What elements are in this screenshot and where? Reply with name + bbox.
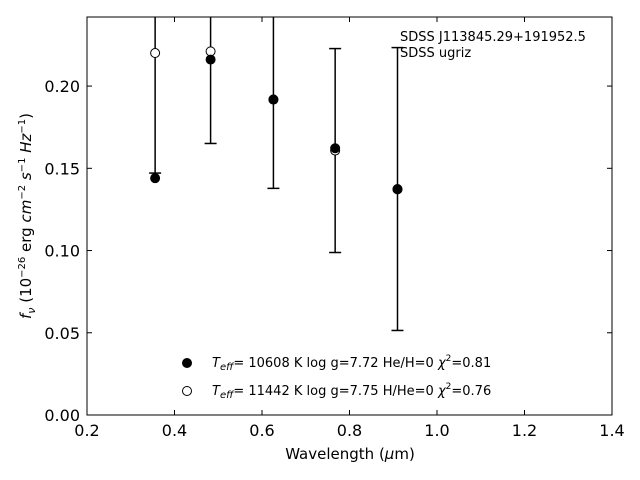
error-bars — [149, 17, 404, 332]
legend: Teff= 10608 K log g=7.72 He/H=0 χ2=0.81 … — [182, 354, 491, 401]
x-tick-label: 1.4 — [599, 421, 624, 440]
x-tick-label: 0.4 — [162, 421, 187, 440]
x-tick-label: 1.0 — [424, 421, 449, 440]
photometry-annotation: SDSS ugriz — [400, 46, 471, 61]
filled-model-point — [150, 173, 161, 184]
open-model-point — [150, 48, 161, 59]
filled-model-point — [330, 143, 341, 154]
legend-entry-1: Teff= 10608 K log g=7.72 He/H=0 χ2=0.81 — [212, 354, 491, 373]
legend-marker-open — [182, 386, 192, 396]
legend-entry-2: Teff= 11442 K log g=7.75 H/He=0 χ2=0.76 — [212, 382, 491, 401]
y-axis-label: fν (10−26 erg cm−2 s−1 Hz−1) — [17, 113, 38, 319]
svg-text:fν (10−26 erg cm−2 s−1 Hz−1): fν (10−26 erg cm−2 s−1 Hz−1) — [17, 113, 38, 319]
legend-marker-filled — [182, 358, 192, 368]
x-tick-label: 0.2 — [74, 421, 99, 440]
filled-model-point — [392, 184, 403, 195]
open-model-point — [205, 46, 216, 57]
y-tick-label: 0.10 — [44, 242, 80, 261]
x-axis-label: Wavelength (μm) — [285, 445, 415, 463]
x-tick-label: 0.6 — [249, 421, 274, 440]
y-tick-label: 0.20 — [44, 77, 80, 96]
x-tick-label: 1.2 — [512, 421, 537, 440]
data-points — [150, 46, 403, 195]
y-tick-label: 0.05 — [44, 324, 80, 343]
axis-ticks: 0.2 0.4 0.6 0.8 1.0 1.2 1.4 0.00 0.05 0.10 0.15 0.2… — [44, 17, 625, 440]
y-tick-label: 0.15 — [44, 159, 80, 178]
filled-model-point — [268, 94, 279, 105]
filled-model-point — [205, 54, 216, 65]
object-name-annotation: SDSS J113845.29+191952.5 — [400, 30, 586, 45]
x-tick-label: 0.8 — [337, 421, 362, 440]
y-tick-label: 0.00 — [44, 406, 80, 425]
